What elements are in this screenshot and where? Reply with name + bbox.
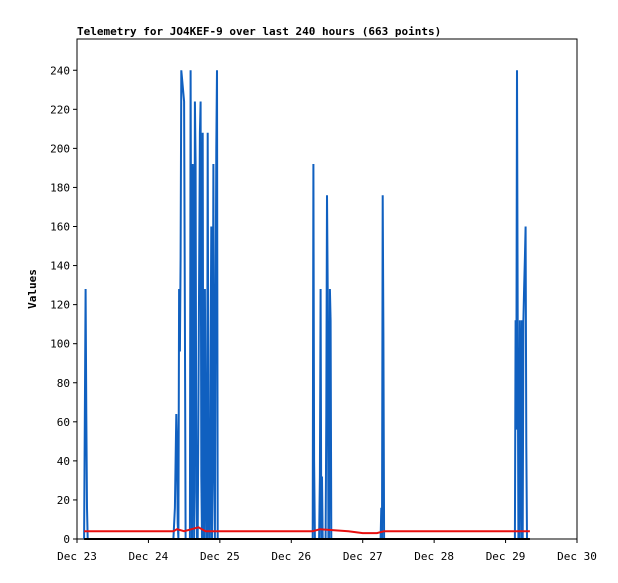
y-tick-label: 160	[50, 221, 70, 234]
x-tick-label: Dec 30	[557, 550, 597, 563]
x-tick-label: Dec 27	[343, 550, 383, 563]
y-tick-label: 120	[50, 299, 70, 312]
y-tick-label: 220	[50, 103, 70, 116]
chart-title: Telemetry for JO4KEF-9 over last 240 hou…	[77, 25, 441, 38]
x-tick-label: Dec 24	[129, 550, 169, 563]
y-tick-label: 180	[50, 181, 70, 194]
x-tick-label: Dec 28	[414, 550, 454, 563]
y-tick-label: 80	[57, 377, 70, 390]
x-tick-label: Dec 25	[200, 550, 240, 563]
series-line-1	[84, 526, 530, 535]
y-tick-label: 100	[50, 338, 70, 351]
y-tick-label: 60	[57, 416, 70, 429]
y-tick-label: 140	[50, 260, 70, 273]
y-tick-label: 40	[57, 455, 70, 468]
y-axis-label: Values	[26, 269, 39, 309]
x-tick-label: Dec 23	[57, 550, 97, 563]
series-layer	[83, 70, 530, 540]
y-tick-label: 240	[50, 64, 70, 77]
x-tick-label: Dec 26	[271, 550, 311, 563]
y-tick-label: 0	[63, 533, 70, 546]
y-axis: 0 20 40 60 80 100 120 140 160 180 200 220 240	[50, 64, 77, 546]
y-tick-label: 200	[50, 142, 70, 155]
x-axis: Dec 23 Dec 24 Dec 25 Dec 26 Dec 27 Dec 28 Dec …	[57, 539, 597, 563]
x-tick-label: Dec 29	[486, 550, 526, 563]
y-tick-label: 20	[57, 494, 70, 507]
